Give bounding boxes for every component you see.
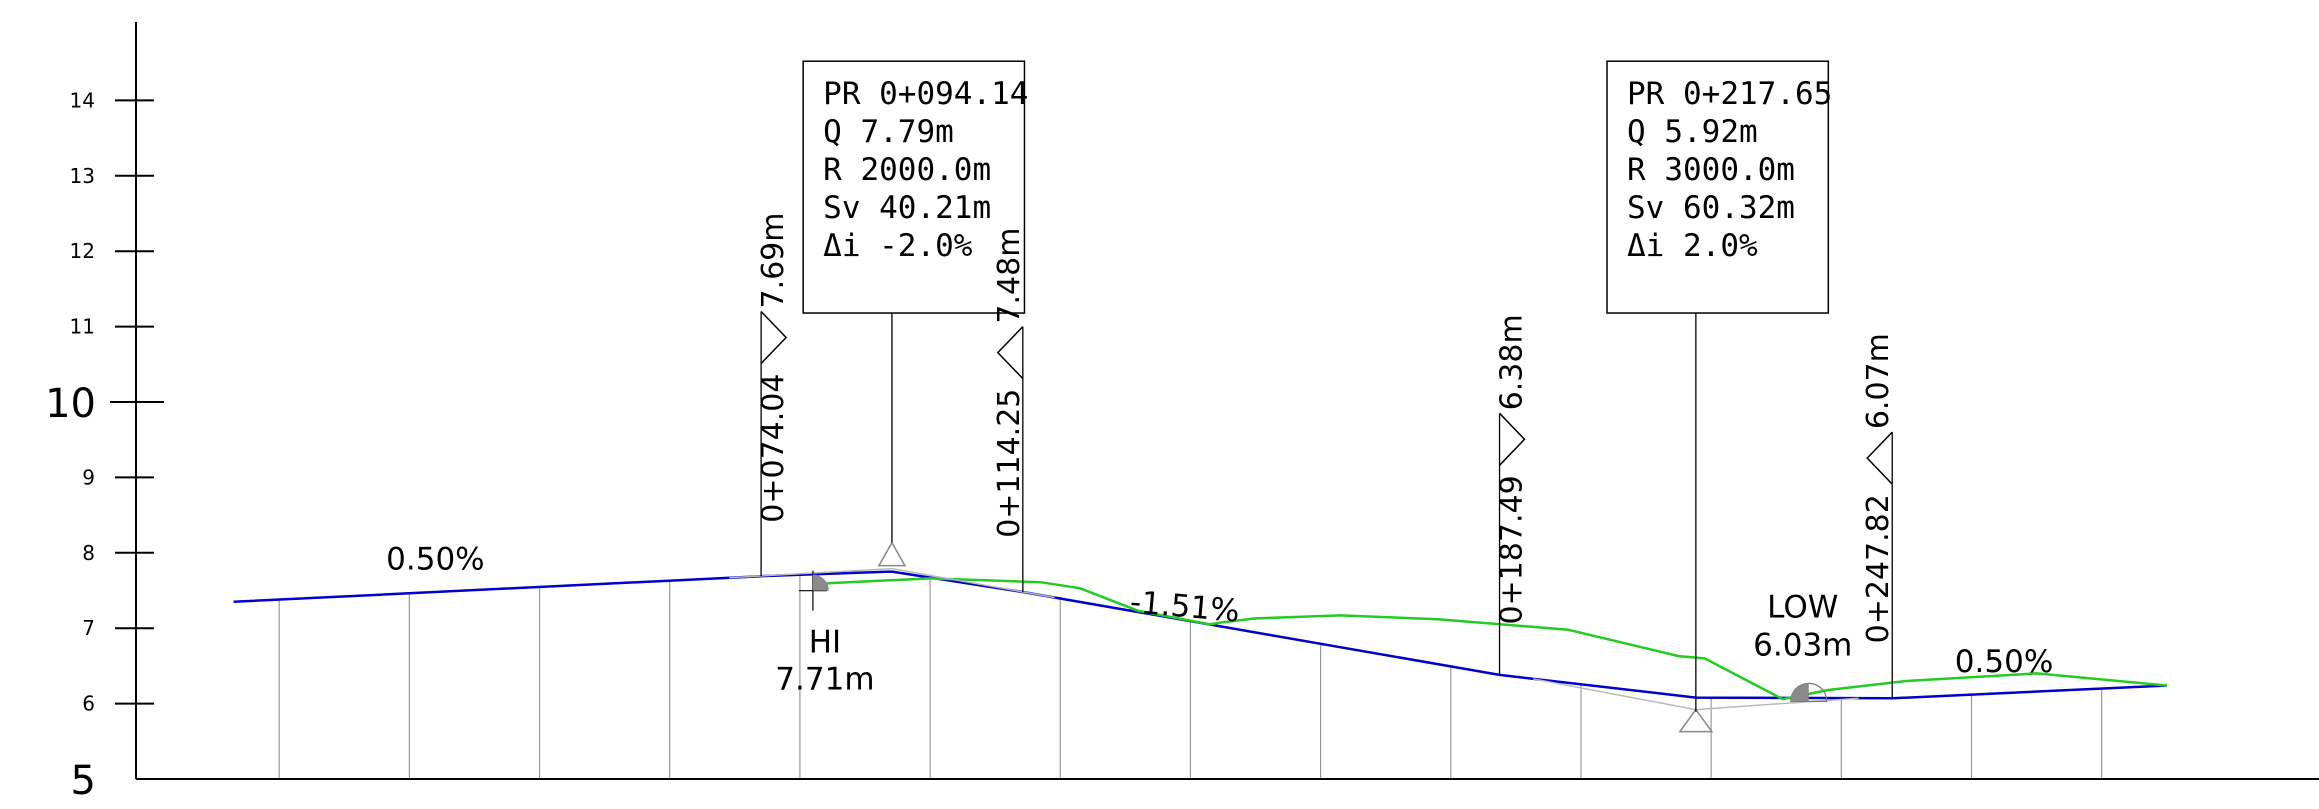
curve-info-line: Q 7.79m [823, 114, 954, 150]
curve-info-line: Q 5.92m [1627, 114, 1758, 150]
y-tick-label: 10 [45, 381, 96, 427]
curve-info-line: R 3000.0m [1627, 152, 1795, 188]
station-grid [278, 574, 2103, 779]
y-tick-label: 9 [82, 465, 95, 489]
low-point-symbol-icon [1790, 683, 1809, 702]
curve-info-line: PR 0+094.14 [823, 76, 1028, 112]
high-point-value: 7.71m [775, 662, 874, 698]
curve-info-line: Δi 2.0% [1627, 228, 1758, 264]
curve-point-station-label: 0+187.49 [1495, 475, 1530, 624]
curve-point-elevation-label: 7.69m [756, 212, 791, 308]
curve-point-elevation-label: 6.38m [1495, 314, 1530, 410]
curve-info-box [1606, 60, 1830, 314]
pvi-marker-icon [877, 541, 907, 567]
curve-point-elevation-label: 7.48m [992, 228, 1027, 324]
curve-point-elevation-label: 6.07m [1861, 333, 1896, 429]
curve-info-box [802, 60, 1026, 314]
grade-label: 0.50% [1955, 644, 2053, 680]
elevation-axis: 5 6 7 8 9 10 11 12 13 14 [45, 22, 2319, 804]
curve-point-station-label: 0+114.25 [992, 389, 1027, 538]
low-point-label: LOW [1767, 589, 1838, 625]
y-tick-label: 8 [82, 541, 95, 565]
y-tick-label: 5 [71, 758, 96, 804]
pvi-marker-icon [1678, 708, 1714, 733]
curve-point-station-label: 0+247.82 [1861, 494, 1896, 643]
high-point-symbol-icon [812, 574, 829, 591]
grade-label: -1.51% [1129, 584, 1241, 629]
y-tick-label: 6 [82, 692, 95, 716]
curve-info-line: Sv 40.21m [823, 190, 991, 226]
y-tick-label: 7 [82, 616, 95, 640]
tangent-ghost-line [729, 567, 1055, 599]
curve-info-line: R 2000.0m [823, 152, 991, 188]
grade-label: 0.50% [386, 541, 484, 577]
ground-profile-line [812, 577, 2167, 701]
curve-point-flag-icon [996, 326, 1024, 380]
curve-info-line: Sv 60.32m [1627, 190, 1795, 226]
y-tick-label: 11 [70, 315, 95, 339]
curve-markers [729, 60, 1893, 733]
curve-info-line: PR 0+217.65 [1627, 76, 1832, 112]
low-point-value: 6.03m [1753, 627, 1852, 663]
y-tick-label: 14 [70, 88, 95, 112]
y-tick-label: 12 [70, 239, 95, 263]
curve-point-flag-icon [1499, 412, 1526, 466]
curve-point-flag-icon [1866, 431, 1893, 485]
curve-point-flag-icon [760, 311, 788, 365]
curve-point-station-label: 0+074.04 [756, 374, 791, 523]
curve-info-line: Δi -2.0% [823, 228, 973, 264]
high-point-label: HI [809, 625, 841, 661]
y-tick-label: 13 [70, 164, 95, 188]
